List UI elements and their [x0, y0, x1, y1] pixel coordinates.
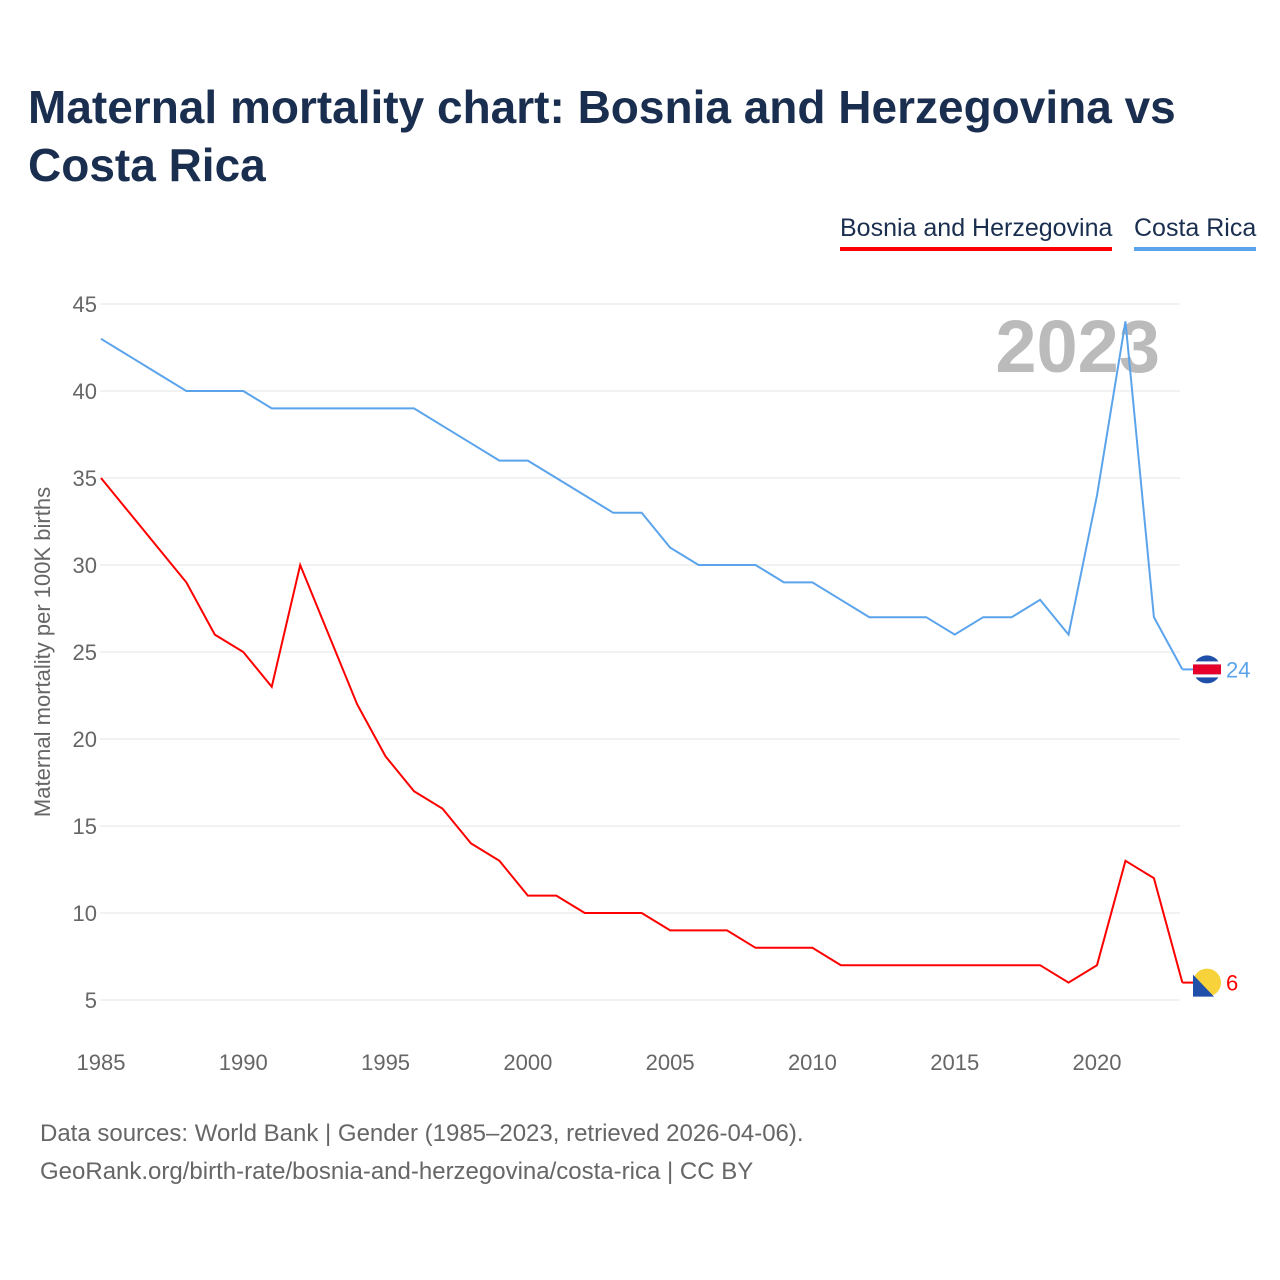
end-value-label: 24	[1226, 657, 1250, 682]
legend-costa-rica[interactable]: Costa Rica	[1134, 214, 1257, 251]
x-tick-label: 2015	[930, 1050, 979, 1075]
y-tick-label: 10	[73, 901, 97, 926]
x-tick-label: 2005	[646, 1050, 695, 1075]
flag-stripe	[1193, 661, 1221, 665]
series-line-0	[100, 477, 1184, 984]
y-tick-label: 5	[85, 988, 97, 1013]
y-tick-label: 15	[73, 814, 97, 839]
end-value-label: 6	[1226, 971, 1238, 996]
y-tick-label: 20	[73, 727, 97, 752]
chart-title: Maternal mortality chart: Bosnia and Her…	[28, 81, 1176, 191]
footer-source: Data sources: World Bank | Gender (1985–…	[40, 1120, 804, 1147]
x-tick-label: 1985	[77, 1050, 126, 1075]
x-tick-label: 2010	[788, 1050, 837, 1075]
series-line-1	[100, 321, 1184, 670]
flag-stripe	[1193, 674, 1221, 678]
year-annotation: 2023	[995, 305, 1160, 388]
y-tick-label: 45	[73, 292, 97, 317]
x-tick-label: 1990	[219, 1050, 268, 1075]
y-tick-label: 30	[73, 553, 97, 578]
flag-stripe	[1193, 664, 1221, 675]
y-tick-label: 25	[73, 640, 97, 665]
footer-url: GeoRank.org/birth-rate/bosnia-and-herzeg…	[40, 1158, 754, 1185]
x-tick-label: 2020	[1073, 1050, 1122, 1075]
legend-bosnia[interactable]: Bosnia and Herzegovina	[840, 214, 1113, 251]
y-axis-label: Maternal mortality per 100K births	[30, 487, 55, 817]
x-tick-label: 1995	[361, 1050, 410, 1075]
flag-triangle	[1193, 974, 1214, 997]
y-tick-label: 40	[73, 379, 97, 404]
x-tick-label: 2000	[503, 1050, 552, 1075]
y-tick-label: 35	[73, 466, 97, 491]
